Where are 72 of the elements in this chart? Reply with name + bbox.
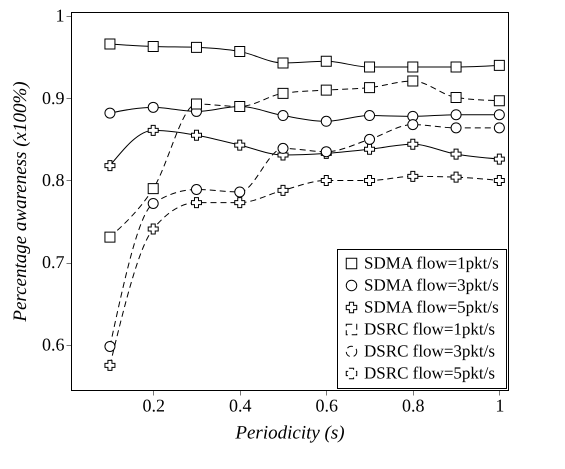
y-tick-label: 0.8 <box>42 170 64 190</box>
legend-label: DSRC flow=3pkt/s <box>364 342 495 360</box>
x-tick-label: 1 <box>495 396 504 416</box>
point <box>320 174 332 186</box>
point <box>148 183 159 194</box>
legend-label: SDMA flow=5pkt/s <box>364 298 499 316</box>
point <box>104 38 116 50</box>
y-tick-label: 1 <box>56 6 64 26</box>
point <box>104 340 116 352</box>
point <box>278 57 289 68</box>
point <box>364 110 376 122</box>
point <box>104 232 116 243</box>
point <box>494 174 505 186</box>
point <box>190 197 202 208</box>
point <box>234 46 246 57</box>
point <box>234 186 246 198</box>
x-tick-label: 0.2 <box>142 396 165 416</box>
point <box>364 82 376 94</box>
x-tick-label: 0.6 <box>316 396 338 416</box>
point <box>450 109 462 120</box>
point <box>407 119 418 130</box>
point <box>494 95 505 106</box>
legend-label: DSRC flow=1pkt/s <box>364 320 495 338</box>
point <box>450 122 462 134</box>
point <box>494 109 505 120</box>
point <box>104 108 116 119</box>
point <box>148 41 159 52</box>
point <box>234 140 246 151</box>
point <box>148 223 159 234</box>
point <box>190 130 202 141</box>
point <box>494 154 505 165</box>
point <box>450 172 462 183</box>
point <box>278 88 289 99</box>
point <box>234 101 246 112</box>
point <box>407 170 418 182</box>
point <box>450 148 462 160</box>
y-tick-label: 0.7 <box>42 252 64 272</box>
point <box>190 98 202 110</box>
point <box>407 138 418 150</box>
point <box>278 110 289 122</box>
point <box>320 84 332 96</box>
legend-label: DSRC flow=5pkt/s <box>364 364 495 382</box>
point <box>450 62 462 73</box>
point <box>450 92 462 103</box>
x-axis-title: Periodicity (s) <box>234 422 345 444</box>
point <box>364 62 376 73</box>
point <box>190 184 202 195</box>
x-tick-label: 0.4 <box>228 396 252 416</box>
point <box>364 174 376 186</box>
point <box>104 360 116 371</box>
point <box>104 160 116 172</box>
legend-label: SDMA flow=1pkt/s <box>364 254 499 272</box>
point <box>364 134 376 145</box>
point <box>234 197 246 208</box>
y-tick-label: 0.6 <box>42 334 64 354</box>
point <box>407 62 418 73</box>
point <box>148 198 159 209</box>
point <box>148 124 159 136</box>
point <box>278 142 289 154</box>
point <box>278 184 289 196</box>
x-tick-label: 0.8 <box>402 396 425 416</box>
point <box>364 144 376 155</box>
point <box>148 102 159 113</box>
point <box>407 76 418 87</box>
point <box>320 56 332 67</box>
y-axis-title: Percentage awareness (x100%) <box>10 81 31 323</box>
point <box>320 116 332 127</box>
point <box>190 42 202 53</box>
point <box>494 60 505 71</box>
point <box>494 122 505 134</box>
legend-label: SDMA flow=3pkt/s <box>364 276 499 294</box>
y-tick-label: 0.9 <box>42 88 64 108</box>
